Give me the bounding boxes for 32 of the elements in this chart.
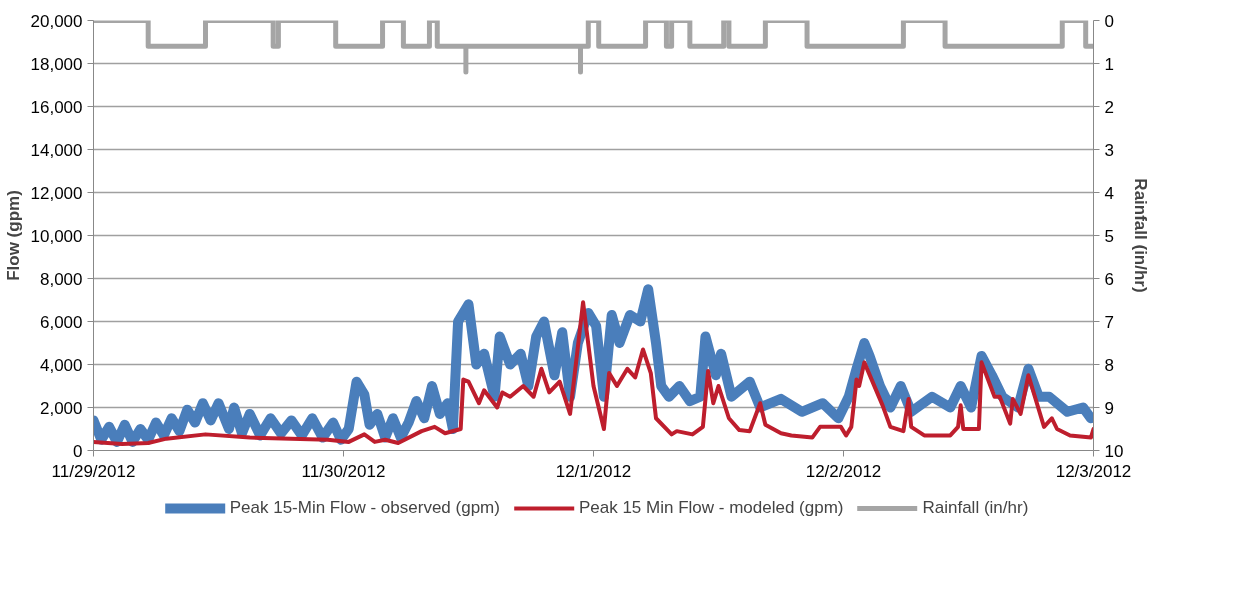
legend-label: Rainfall (in/hr)	[922, 498, 1029, 518]
y-tick-label: 10,000	[30, 226, 83, 246]
y-tick-label: 12,000	[30, 183, 83, 203]
y2-axis-title: Rainfall (in/hr)	[1131, 178, 1151, 293]
y-tick-label: 16,000	[30, 97, 83, 117]
y2-tick-label: 6	[1104, 269, 1114, 289]
y-tick-label: 0	[73, 441, 83, 461]
y2-tick-label: 10	[1104, 441, 1124, 461]
x-tick-label: 12/3/2012	[1055, 461, 1132, 481]
y-tick-label: 2,000	[39, 398, 83, 418]
x-tick-label: 12/2/2012	[805, 461, 882, 481]
y-tick-label: 4,000	[39, 355, 83, 375]
legend-label: Peak 15 Min Flow - modeled (gpm)	[578, 498, 844, 518]
x-tick-label: 11/30/2012	[301, 461, 386, 481]
y-tick-label: 18,000	[30, 54, 83, 74]
y2-tick-label: 9	[1104, 398, 1114, 418]
y2-tick-label: 3	[1104, 140, 1114, 160]
y-axis-title: Flow (gpm)	[3, 190, 23, 281]
y2-tick-label: 8	[1104, 355, 1114, 375]
y-tick-label: 20,000	[30, 11, 83, 31]
y-tick-label: 14,000	[30, 140, 83, 160]
y2-tick-label: 1	[1104, 54, 1114, 74]
x-tick-label: 11/29/2012	[51, 461, 136, 481]
legend-label: Peak 15-Min Flow - observed (gpm)	[229, 498, 500, 518]
y2-tick-label: 0	[1104, 11, 1114, 31]
y2-tick-label: 5	[1104, 226, 1114, 246]
y2-tick-label: 7	[1104, 312, 1114, 332]
y2-tick-label: 2	[1104, 97, 1114, 117]
y-tick-label: 8,000	[39, 269, 83, 289]
x-tick-label: 12/1/2012	[555, 461, 632, 481]
y2-tick-label: 4	[1104, 183, 1114, 203]
y-tick-label: 6,000	[39, 312, 83, 332]
